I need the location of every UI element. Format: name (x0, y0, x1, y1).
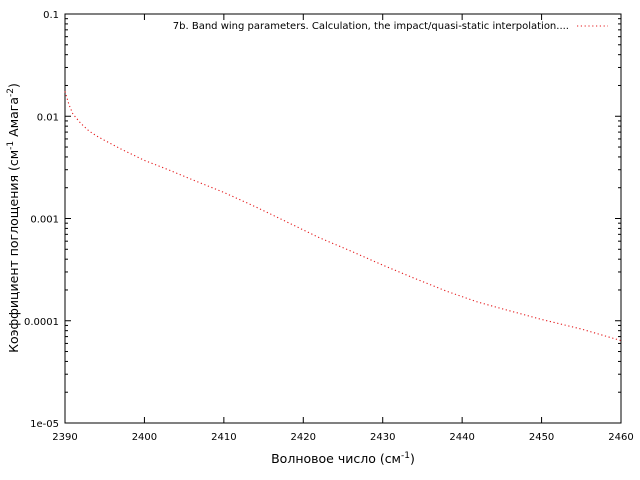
x-tick-label: 2440 (449, 432, 474, 443)
y-tick-label: 1e-05 (30, 419, 59, 430)
x-tick-label: 2460 (608, 432, 633, 443)
y-axis-ticks: 1e-05 0.0001 0.001 0.01 0.1 (24, 10, 621, 430)
x-tick-label: 2390 (52, 432, 77, 443)
plot-frame (64, 13, 622, 424)
x-tick-label: 2420 (291, 432, 316, 443)
y-tick-label: 0.0001 (24, 317, 59, 328)
y-axis-title: Коэффициент поглощения (см-1 Амага-2) (6, 83, 21, 353)
y-tick-label: 0.1 (43, 10, 59, 21)
series-line (64, 91, 622, 342)
legend-entry-label: 7b. Band wing parameters. Calculation, t… (173, 21, 569, 32)
y-tick-label: 0.001 (30, 215, 59, 226)
x-tick-label: 2400 (132, 432, 157, 443)
x-tick-label: 2410 (211, 432, 236, 443)
legend: 7b. Band wing parameters. Calculation, t… (173, 21, 608, 32)
x-axis-ticks: 2390 2400 2410 2420 2430 2440 2450 2460 (52, 14, 634, 443)
x-axis-title: Волновое число (см-1) (271, 451, 415, 466)
x-tick-label: 2450 (529, 432, 554, 443)
y-tick-label: 0.01 (37, 112, 59, 123)
x-tick-label: 2430 (370, 432, 395, 443)
